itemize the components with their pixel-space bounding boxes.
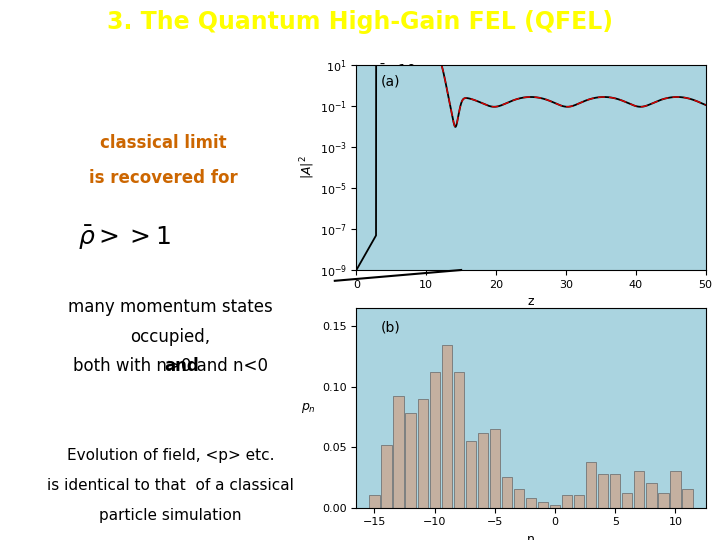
Bar: [441, 346, 452, 508]
Text: Evolution of field, <p> etc.: Evolution of field, <p> etc.: [67, 448, 274, 463]
Bar: [670, 471, 680, 508]
Y-axis label: $p_n$: $p_n$: [301, 401, 315, 415]
Bar: [610, 474, 621, 508]
Text: (b): (b): [381, 321, 400, 335]
Text: 3. The Quantum High-Gain FEL (QFEL): 3. The Quantum High-Gain FEL (QFEL): [107, 10, 613, 34]
Bar: [550, 505, 560, 508]
Text: is recovered for: is recovered for: [89, 169, 238, 187]
Text: no propagation: no propagation: [549, 65, 655, 78]
Bar: [430, 372, 440, 508]
Text: is identical to that  of a classical: is identical to that of a classical: [47, 478, 294, 493]
Bar: [647, 483, 657, 508]
Bar: [502, 477, 512, 508]
Bar: [418, 399, 428, 508]
Bar: [622, 493, 632, 508]
Bar: [369, 496, 379, 508]
Bar: [393, 396, 404, 508]
Text: classical limit: classical limit: [101, 134, 227, 152]
Bar: [526, 498, 536, 508]
Text: many momentum states: many momentum states: [68, 298, 273, 316]
Bar: [538, 502, 548, 508]
Bar: [574, 496, 585, 508]
Text: occupied,: occupied,: [130, 328, 210, 346]
Text: $\bar{\rho}$=10,: $\bar{\rho}$=10,: [377, 63, 420, 80]
Bar: [562, 496, 572, 508]
Bar: [490, 429, 500, 508]
Bar: [658, 493, 669, 508]
Bar: [586, 462, 596, 508]
Bar: [514, 489, 524, 508]
Bar: [477, 433, 488, 508]
Bar: [466, 441, 476, 508]
Bar: [683, 489, 693, 508]
Text: (a): (a): [381, 75, 400, 89]
Bar: [454, 372, 464, 508]
Bar: [598, 474, 608, 508]
Text: and: and: [164, 357, 199, 375]
Y-axis label: $|A|^2$: $|A|^2$: [298, 156, 317, 179]
Text: $\bar{\rho} >> 1$: $\bar{\rho} >> 1$: [78, 224, 171, 252]
Bar: [634, 471, 644, 508]
Text: particle simulation: particle simulation: [99, 508, 242, 523]
X-axis label: n: n: [527, 533, 535, 540]
Text: both with n>0 and n<0: both with n>0 and n<0: [73, 357, 268, 375]
Bar: [405, 413, 415, 508]
FancyBboxPatch shape: [438, 54, 496, 89]
X-axis label: z: z: [528, 295, 534, 308]
Bar: [382, 444, 392, 508]
